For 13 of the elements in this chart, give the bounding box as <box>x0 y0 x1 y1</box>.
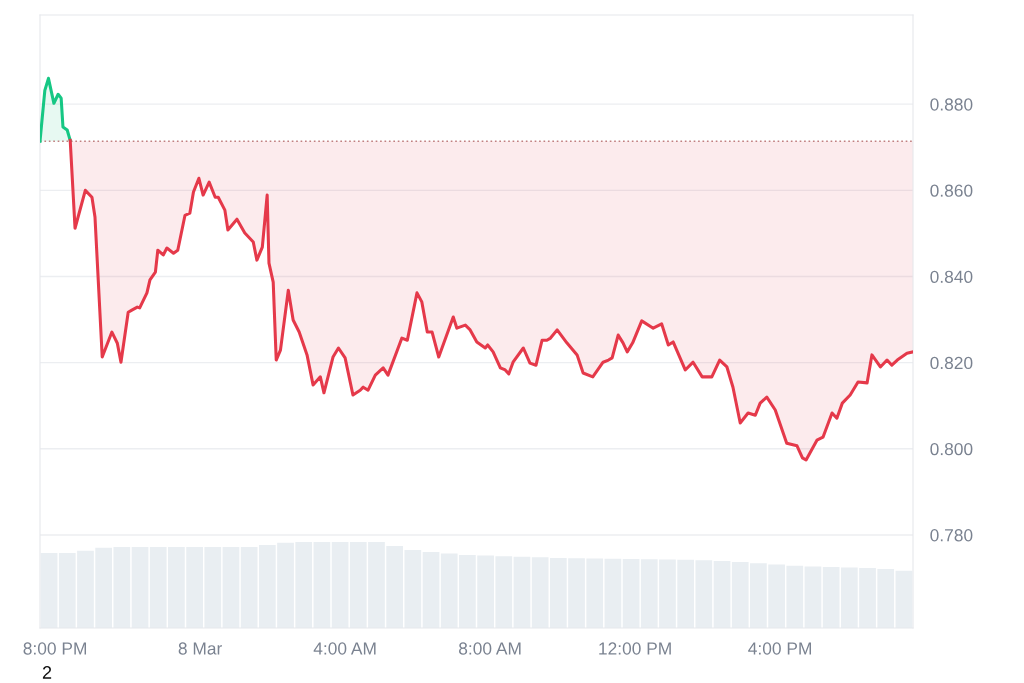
y-tick-label: 0.780 <box>930 529 973 542</box>
y-tick-label: 0.880 <box>930 98 973 111</box>
x-tick-label: 8:00 PM <box>23 642 87 655</box>
x-tick-label: 8:00 AM <box>459 642 521 655</box>
x-tick-label: 12:00 PM <box>599 642 671 655</box>
y-tick-label: 0.840 <box>930 270 973 283</box>
y-tick-label: 0.820 <box>930 356 973 370</box>
x-tick-label: 4:00 PM <box>748 642 811 655</box>
x-tick-label: 8 Mar <box>178 642 222 655</box>
x-tick-label: 4:00 AM <box>313 642 376 655</box>
y-tick-label: 0.800 <box>930 442 973 456</box>
y-tick-label: 0.860 <box>930 184 973 197</box>
text: 2 <box>42 666 52 679</box>
